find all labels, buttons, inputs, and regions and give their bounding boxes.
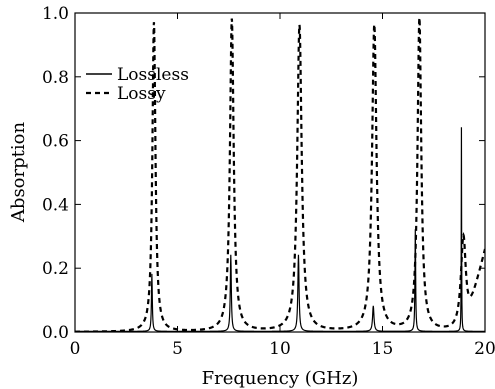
y-tick-label: 0.0 — [42, 323, 69, 343]
y-tick-label: 0.6 — [42, 132, 69, 152]
x-tick-label: 10 — [269, 339, 291, 359]
y-tick-label: 0.2 — [42, 259, 69, 279]
x-axis-title: Frequency (GHz) — [202, 368, 359, 389]
y-axis-title: Absorption — [8, 122, 29, 224]
plot-frame — [74, 12, 486, 333]
y-tick-label: 0.4 — [42, 195, 69, 215]
legend-label-lossless: Lossless — [117, 65, 189, 85]
x-tick-label: 0 — [70, 339, 81, 359]
x-tick-label: 15 — [372, 339, 394, 359]
y-tick-label: 0.8 — [42, 68, 69, 88]
legend-label-lossy: Lossy — [117, 84, 166, 104]
x-tick-label: 5 — [172, 339, 183, 359]
x-tick-label: 20 — [474, 339, 495, 359]
y-tick-label: 1.0 — [42, 4, 69, 24]
series-line-lossy — [75, 17, 485, 332]
